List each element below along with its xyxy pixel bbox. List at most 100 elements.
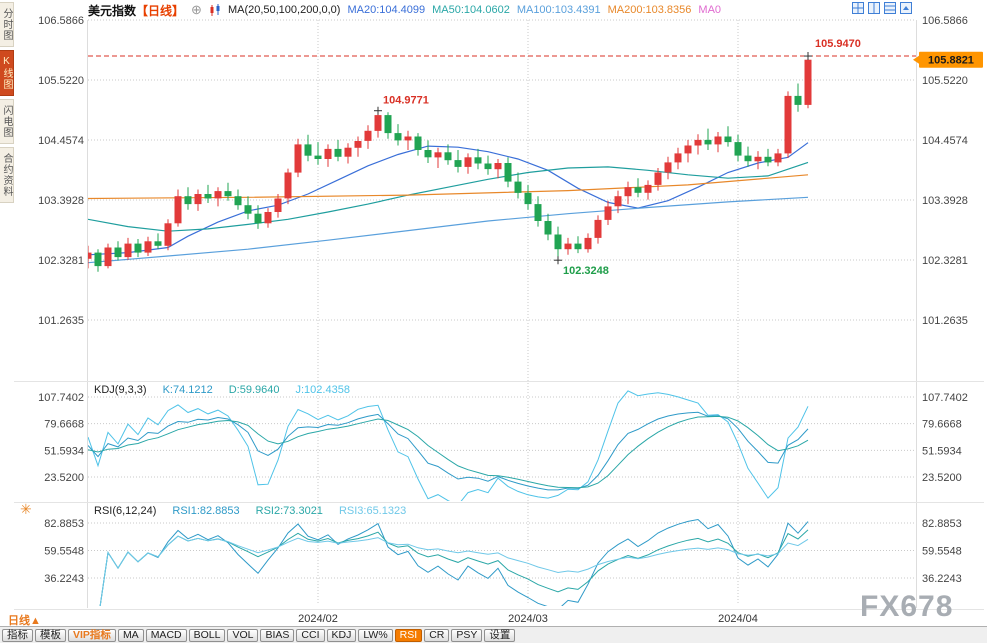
candle-body	[444, 152, 452, 161]
chevron-up-icon: ▲	[30, 615, 41, 627]
layout-icon-group	[852, 2, 912, 14]
candle-body	[194, 194, 202, 205]
candle-body	[214, 191, 222, 199]
y-axis-label: 104.4574	[922, 135, 968, 147]
candle-body	[434, 152, 442, 158]
candle-body	[294, 144, 302, 173]
last-price-badge-label: 105.8821	[928, 55, 974, 67]
sidebar-item-contract-info[interactable]: 合约资料	[0, 147, 14, 203]
x-axis-label: 2024/03	[508, 613, 548, 625]
candle-body	[94, 252, 102, 267]
sidebar-item-time-chart[interactable]: 分时图	[0, 2, 14, 47]
y-axis-label: 79.6668	[922, 419, 962, 431]
tab-macd[interactable]: MACD	[145, 629, 187, 642]
y-axis-label: 107.7402	[922, 392, 968, 404]
candle-body	[794, 95, 802, 105]
tab-vol[interactable]: VOL	[227, 629, 259, 642]
tab-psy[interactable]: PSY	[451, 629, 483, 642]
kdj-title: KDJ(9,3,3)	[94, 384, 147, 396]
candlestick-icon	[210, 3, 220, 16]
sidebar-item-kline-chart[interactable]: K线图	[0, 50, 14, 96]
candle-body	[224, 191, 232, 197]
candle-body	[804, 59, 812, 105]
candle-body	[154, 241, 162, 246]
candle-body	[564, 243, 572, 250]
candle-body	[584, 237, 592, 250]
layout-two-pane-icon[interactable]	[868, 2, 880, 14]
sidebar-item-lightning-chart[interactable]: 闪电图	[0, 99, 14, 144]
y-axis-label: 101.2635	[38, 315, 84, 327]
tab-ma[interactable]: MA	[117, 629, 144, 642]
chart-type-sidebar: 分时图 K线图 闪电图 合约资料	[0, 2, 14, 203]
tab-rsi[interactable]: RSI	[394, 629, 423, 642]
chart-header: 美元指数 【日线】 ⊕ MA(20,50,100,200,0,0) MA20:10…	[88, 0, 721, 20]
candle-body	[404, 136, 412, 141]
tab-kdj[interactable]: KDJ	[326, 629, 357, 642]
candle-body	[264, 212, 272, 224]
candle-body	[174, 196, 182, 224]
ma-line-MA100	[88, 196, 809, 264]
period-toggle-label: 日线	[8, 615, 30, 627]
candle-body	[134, 243, 142, 253]
kdj-indicator-header[interactable]: KDJ(9,3,3) K:74.1212 D:59.9640 J:102.435…	[94, 384, 350, 396]
candle-body	[664, 162, 672, 173]
period-tag: 【日线】	[136, 3, 185, 18]
layout-grid-icon[interactable]	[852, 2, 864, 14]
candle-body	[244, 205, 252, 214]
candle-body	[124, 243, 132, 258]
tab-settings[interactable]: 设置	[484, 629, 516, 642]
tab-lw[interactable]: LW%	[358, 629, 393, 642]
candle-body	[704, 139, 712, 145]
y-axis-label: 59.5548	[44, 545, 84, 557]
candle-body	[234, 196, 242, 206]
candle-body	[454, 160, 462, 167]
y-axis-label: 82.8853	[922, 518, 962, 530]
tab-bias[interactable]: BIAS	[260, 629, 295, 642]
candle-body	[754, 156, 762, 162]
candle-body	[88, 252, 92, 259]
y-axis-label: 82.8853	[44, 518, 84, 530]
candle-body	[464, 157, 472, 167]
candle-body	[684, 145, 692, 154]
period-toggle[interactable]: 日线▲	[8, 612, 41, 628]
candle-body	[504, 163, 512, 182]
indicator-settings-icon[interactable]: ✳	[20, 501, 32, 517]
add-indicator-icon[interactable]: ⊕	[191, 2, 202, 17]
ma200-value: MA200:103.8356	[607, 4, 692, 16]
candle-body	[694, 139, 702, 146]
rsi-title: RSI(6,12,24)	[94, 505, 157, 517]
price-annotation: 104.9771	[383, 95, 429, 107]
y-axis-label: 101.2635	[922, 315, 968, 327]
candle-body	[324, 148, 332, 159]
candle-body	[144, 241, 152, 253]
layout-rows-icon[interactable]	[884, 2, 896, 14]
tab-indicator[interactable]: 指标	[2, 629, 33, 642]
rsi-indicator-header[interactable]: RSI(6,12,24) RSI1:82.8853 RSI2:73.3021 R…	[94, 505, 406, 517]
kdj-k-line	[88, 411, 809, 491]
candle-body	[474, 157, 482, 164]
y-axis-label: 106.5866	[38, 15, 84, 27]
candle-body	[104, 247, 112, 267]
candle-body	[644, 184, 652, 193]
rsi1-line	[99, 518, 809, 606]
candlestick-series[interactable]	[85, 56, 812, 272]
screenshot-icon[interactable]	[900, 2, 912, 14]
tab-vip-indicator[interactable]: VIP指标	[68, 629, 116, 642]
ma-line-MA20	[88, 142, 809, 256]
candle-body	[374, 115, 382, 131]
ma-settings-label: MA(20,50,100,200,0,0)	[227, 4, 341, 16]
candle-body	[534, 204, 542, 221]
tab-cci[interactable]: CCI	[296, 629, 325, 642]
candle-body	[784, 95, 792, 154]
tab-cr[interactable]: CR	[424, 629, 450, 642]
rsi2-value: RSI2:73.3021	[255, 505, 323, 517]
kdj-d-value: D:59.9640	[228, 384, 280, 396]
indicator-toolbar: 指标 模板 VIP指标 MA MACD BOLL VOL BIAS CCI KD…	[0, 626, 987, 643]
candle-body	[714, 136, 722, 145]
ma0-value: MA0	[698, 4, 722, 16]
tab-boll[interactable]: BOLL	[188, 629, 226, 642]
candle-body	[314, 155, 322, 159]
tab-template[interactable]: 模板	[35, 629, 66, 642]
